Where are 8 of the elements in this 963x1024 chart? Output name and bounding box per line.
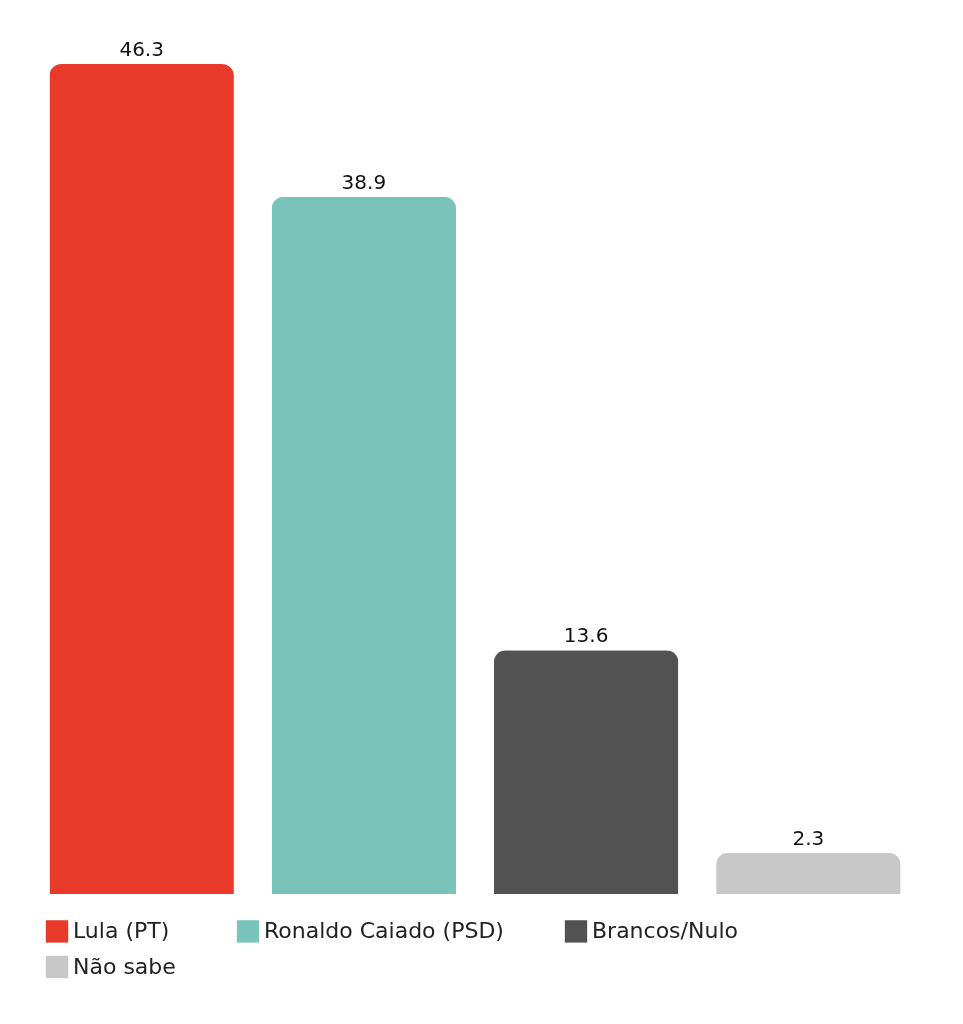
data-label: 13.6 [563, 623, 609, 648]
legend-label: Não sabe [73, 954, 176, 979]
data-label: 38.9 [341, 169, 387, 194]
legend-label: Brancos/Nulo [592, 918, 738, 944]
legend-label: Lula (PT) [73, 918, 170, 944]
legend-label: Ronaldo Caiado (PSD) [264, 918, 504, 944]
data-label: 46.3 [119, 37, 164, 61]
data-label: 2.3 [792, 825, 825, 850]
